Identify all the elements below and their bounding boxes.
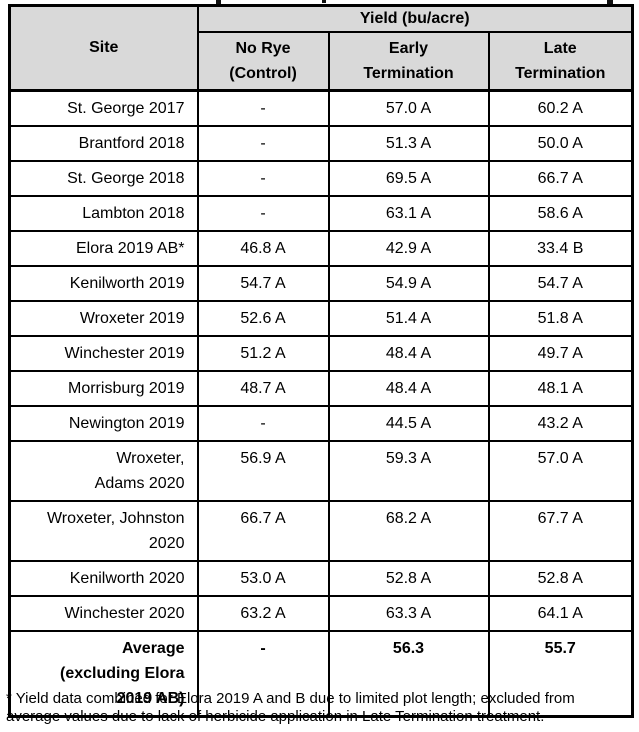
late-termination-cell: 54.7 A [487,265,634,302]
clipped-title-fragment [607,0,613,4]
table-row: Kenilworth 2019 54.7 A 54.9 A 54.7 A [8,265,634,302]
table-row: Wroxeter, Adams 2020 56.9 A 59.3 A 57.0 A [8,440,634,502]
site-cell: St. George 2018 [8,160,199,197]
yield-table: Site Yield (bu/acre) No Rye (Control) Ea… [8,4,634,718]
table-row: Elora 2019 AB* 46.8 A 42.9 A 33.4 B [8,230,634,267]
table-row: Wroxeter 2019 52.6 A 51.4 A 51.8 A [8,300,634,337]
no-rye-cell: 46.8 A [196,230,330,267]
site-cell: Morrisburg 2019 [8,370,199,407]
no-rye-cell: - [196,160,330,197]
site-cell: Kenilworth 2020 [8,560,199,597]
clipped-title-strip [0,0,639,4]
no-rye-cell: 52.6 A [196,300,330,337]
late-termination-cell: 60.2 A [487,89,634,127]
no-rye-cell: 63.2 A [196,595,330,632]
site-cell: Winchester 2020 [8,595,199,632]
early-termination-cell: 63.1 A [327,195,490,232]
table-row: St. George 2017-57.0 A 60.2 A [8,89,634,127]
footnote: * Yield data combined for Elora 2019 A a… [6,690,575,725]
no-rye-cell: 66.7 A [196,500,330,562]
early-termination-cell: 48.4 A [327,370,490,407]
yield-group-header: Yield (bu/acre) [196,4,634,33]
early-termination-column-header: Early Termination [327,31,490,92]
early-termination-cell: 44.5 A [327,405,490,442]
early-termination-cell: 51.4 A [327,300,490,337]
late-termination-cell: 58.6 A [487,195,634,232]
average-row: Average (excluding Elora 2019 AB) - 56.3… [8,630,634,718]
no-rye-cell: - [196,195,330,232]
average-late-termination-cell: 55.7 [487,630,634,718]
clipped-title-fragment [216,0,221,4]
late-termination-cell: 67.7 A [487,500,634,562]
site-cell: Lambton 2018 [8,195,199,232]
table-row: Newington 2019-44.5 A 43.2 A [8,405,634,442]
late-termination-column-header: Late Termination [487,31,634,92]
early-termination-cell: 69.5 A [327,160,490,197]
early-termination-cell: 42.9 A [327,230,490,267]
header-row-group: Site Yield (bu/acre) [8,4,634,92]
early-termination-cell: 59.3 A [327,440,490,502]
early-termination-cell: 54.9 A [327,265,490,302]
no-rye-cell: 53.0 A [196,560,330,597]
site-cell: St. George 2017 [8,89,199,127]
table-row: Lambton 2018-63.1 A 58.6 A [8,195,634,232]
late-termination-cell: 33.4 B [487,230,634,267]
site-cell: Wroxeter, Adams 2020 [8,440,199,502]
no-rye-cell: 56.9 A [196,440,330,502]
table-row: Brantford 2018-51.3 A 50.0 A [8,125,634,162]
early-termination-cell: 57.0 A [327,89,490,127]
early-termination-cell: 63.3 A [327,595,490,632]
no-rye-cell: - [196,405,330,442]
late-termination-cell: 64.1 A [487,595,634,632]
table-row: St. George 2018-69.5 A 66.7 A [8,160,634,197]
early-termination-cell: 52.8 A [327,560,490,597]
average-no-rye-cell: - [196,630,330,718]
early-termination-cell: 68.2 A [327,500,490,562]
site-cell: Kenilworth 2019 [8,265,199,302]
site-column-header: Site [8,4,199,92]
no-rye-cell: 48.7 A [196,370,330,407]
late-termination-cell: 52.8 A [487,560,634,597]
table-row: Morrisburg 2019 48.7 A 48.4 A 48.1 A [8,370,634,407]
site-cell: Brantford 2018 [8,125,199,162]
late-termination-cell: 48.1 A [487,370,634,407]
site-cell: Newington 2019 [8,405,199,442]
early-termination-cell: 51.3 A [327,125,490,162]
late-termination-cell: 49.7 A [487,335,634,372]
no-rye-cell: 54.7 A [196,265,330,302]
late-termination-cell: 43.2 A [487,405,634,442]
average-row-label: Average (excluding Elora 2019 AB) [8,630,199,718]
table-row: Wroxeter, Johnston 2020 66.7 A 68.2 A 67.7 … [8,500,634,562]
site-cell: Winchester 2019 [8,335,199,372]
late-termination-cell: 57.0 A [487,440,634,502]
table-row: Kenilworth 2020 53.0 A 52.8 A 52.8 A [8,560,634,597]
clipped-title-fragment [322,0,326,3]
no-rye-cell: 51.2 A [196,335,330,372]
early-termination-cell: 48.4 A [327,335,490,372]
no-rye-column-header: No Rye (Control) [196,31,330,92]
site-cell: Elora 2019 AB* [8,230,199,267]
header-row-columns: No Rye (Control) Early Termination Late … [10,31,634,92]
no-rye-cell: - [196,89,330,127]
no-rye-cell: - [196,125,330,162]
late-termination-cell: 50.0 A [487,125,634,162]
table-row: Winchester 2020 63.2 A 63.3 A 64.1 A [8,595,634,632]
average-early-termination-cell: 56.3 [327,630,490,718]
late-termination-cell: 66.7 A [487,160,634,197]
table-row: Winchester 2019 51.2 A 48.4 A 49.7 A [8,335,634,372]
site-cell: Wroxeter 2019 [8,300,199,337]
site-cell: Wroxeter, Johnston 2020 [8,500,199,562]
late-termination-cell: 51.8 A [487,300,634,337]
